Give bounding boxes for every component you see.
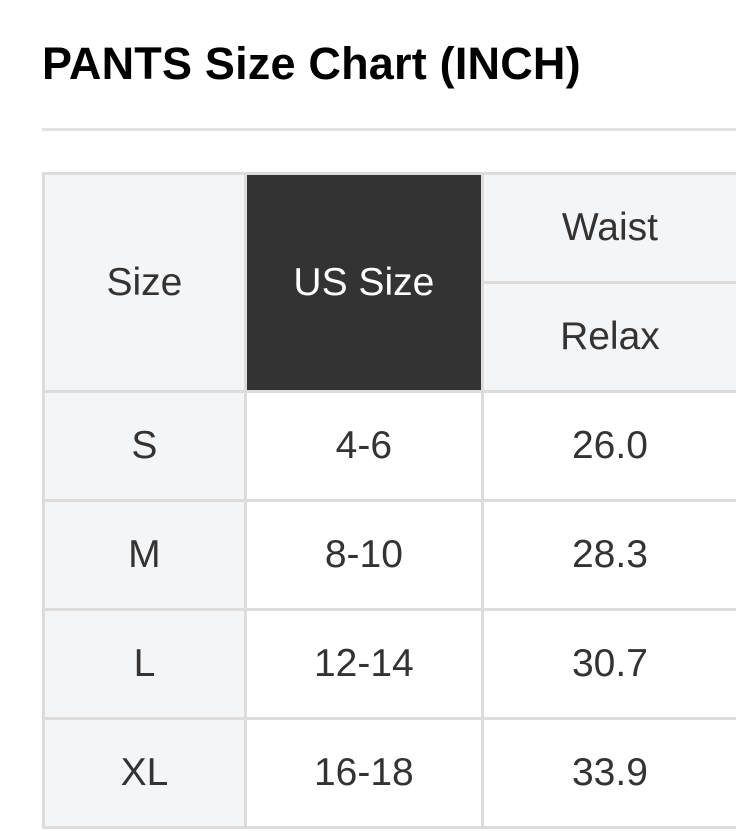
cell-waist-relax: 30.7 (480, 608, 736, 720)
divider (42, 128, 736, 131)
cell-us-size: 4-6 (243, 390, 484, 502)
header-size: Size (42, 172, 247, 393)
cell-size: L (42, 608, 247, 720)
cell-waist-relax: 33.9 (480, 717, 736, 829)
cell-us-size: 16-18 (243, 717, 484, 829)
cell-us-size: 12-14 (243, 608, 484, 720)
page-title: PANTS Size Chart (INCH) (42, 38, 581, 89)
cell-size: S (42, 390, 247, 502)
header-waist-relax: Relax (480, 281, 736, 393)
cell-waist-relax: 26.0 (480, 390, 736, 502)
cell-size: XL (42, 717, 247, 829)
header-waist: Waist (480, 172, 736, 284)
table-row: L 12-14 30.7 (42, 608, 736, 720)
table-row: XL 16-18 33.9 (42, 717, 736, 829)
cell-size: M (42, 499, 247, 611)
table-row: M 8-10 28.3 (42, 499, 736, 611)
size-chart-table: Size US Size Waist Relax S 4-6 26.0 M 8-… (42, 172, 736, 829)
header-us-size: US Size (243, 172, 484, 393)
cell-waist-relax: 28.3 (480, 499, 736, 611)
cell-us-size: 8-10 (243, 499, 484, 611)
table-row: S 4-6 26.0 (42, 390, 736, 502)
